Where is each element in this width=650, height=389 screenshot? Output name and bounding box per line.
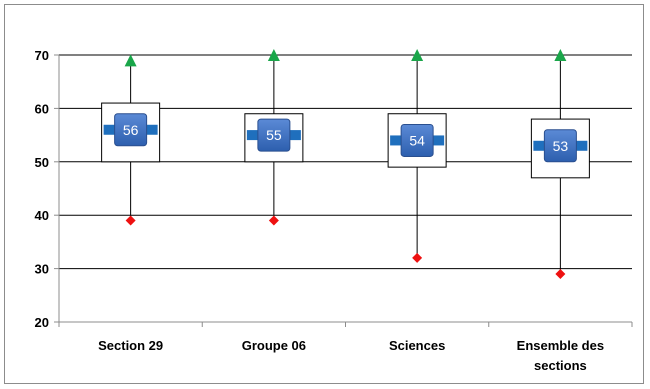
mean-marker-3 [543,129,577,163]
max-marker-2 [411,49,424,61]
category-label-1-0: Groupe 06 [242,338,306,353]
mean-marker-0 [114,113,148,147]
max-marker-1 [267,49,280,61]
y-tick-label-40: 40 [35,208,49,223]
category-label-2-0: Sciences [389,338,445,353]
mean-label-0: 56 [123,122,139,138]
y-tick-label-60: 60 [35,101,49,116]
y-tick-label-70: 70 [35,48,49,63]
category-label-3-0: Ensemble des [517,338,604,353]
mean-marker-2 [400,123,434,157]
min-marker-1 [268,215,279,226]
max-marker-0 [124,54,137,67]
mean-marker-1 [257,118,291,152]
mean-label-1: 55 [266,127,282,143]
mean-label-2: 54 [409,132,425,148]
whiskers [130,55,561,274]
mean-label-3: 53 [553,138,569,154]
chart-frame: 20 30 40 50 60 70 56 Section 29 55 Groupe 06 54 Sci… [4,4,644,384]
min-marker-3 [555,268,566,279]
y-tick-label-50: 50 [35,155,49,170]
markers [103,49,588,279]
boxes [101,102,590,179]
max-marker-3 [554,49,567,61]
min-marker-0 [125,215,136,226]
min-marker-2 [412,252,423,263]
y-tick-label-20: 20 [35,315,49,330]
y-tick-label-30: 30 [35,262,49,277]
axes [54,54,633,327]
labels: 20 30 40 50 60 70 56 Section 29 55 Groupe 06 54 Sci… [35,48,605,373]
category-label-0-0: Section 29 [98,338,163,353]
category-label-3-1: sections [534,358,587,373]
box-plot-chart: 20 30 40 50 60 70 56 Section 29 55 Groupe 06 54 Sci… [35,48,633,373]
